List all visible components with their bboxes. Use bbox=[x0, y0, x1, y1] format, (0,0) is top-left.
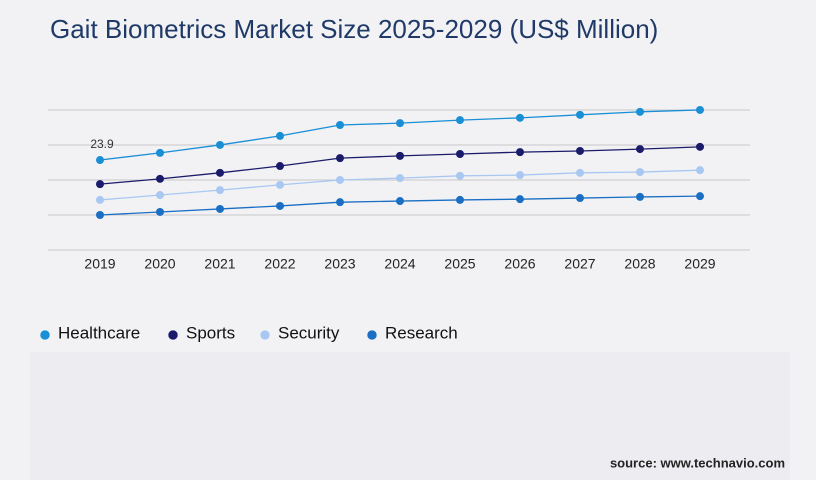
legend-marker bbox=[366, 329, 378, 341]
data-point bbox=[336, 154, 344, 163]
x-tick-label: 2022 bbox=[264, 256, 295, 272]
data-point bbox=[336, 121, 344, 130]
chart-title: Gait Biometrics Market Size 2025-2029 (U… bbox=[50, 14, 658, 44]
data-point bbox=[456, 116, 464, 125]
data-point bbox=[456, 171, 464, 180]
legend-marker bbox=[39, 329, 51, 341]
data-label: 23.9 bbox=[90, 137, 114, 151]
x-tick-label: 2021 bbox=[204, 256, 235, 272]
data-point bbox=[336, 198, 344, 207]
legend-marker bbox=[259, 329, 271, 341]
data-point bbox=[396, 151, 404, 160]
x-tick-label: 2027 bbox=[564, 256, 595, 272]
data-point bbox=[156, 148, 164, 157]
footer-panel bbox=[30, 352, 790, 480]
data-point bbox=[156, 174, 164, 183]
legend-label: Healthcare bbox=[58, 323, 140, 342]
data-point bbox=[276, 162, 284, 171]
x-tick-label: 2020 bbox=[144, 256, 175, 272]
source: source: www.technavio.com bbox=[610, 455, 785, 470]
data-point bbox=[216, 186, 224, 195]
legend-label: Security bbox=[278, 323, 340, 342]
x-tick-label: 2026 bbox=[504, 256, 535, 272]
data-point bbox=[636, 107, 644, 116]
data-point bbox=[516, 148, 524, 157]
data-point bbox=[516, 171, 524, 180]
legend-label: Sports bbox=[186, 323, 235, 342]
data-point bbox=[216, 168, 224, 177]
data-point bbox=[696, 142, 704, 151]
data-point bbox=[276, 180, 284, 189]
data-point bbox=[216, 140, 224, 149]
legend-label: Research bbox=[385, 323, 458, 342]
data-point bbox=[276, 201, 284, 210]
data-point bbox=[396, 197, 404, 206]
data-point bbox=[696, 105, 704, 114]
data-point bbox=[576, 168, 584, 177]
data-point bbox=[96, 180, 104, 189]
data-point bbox=[276, 131, 284, 140]
data-point bbox=[516, 113, 524, 122]
legend-marker bbox=[167, 329, 179, 341]
data-point bbox=[96, 195, 104, 204]
x-tick-label: 2025 bbox=[444, 256, 475, 272]
x-tick-label: 2023 bbox=[324, 256, 355, 272]
data-point bbox=[696, 192, 704, 201]
data-point bbox=[156, 207, 164, 216]
data-point bbox=[696, 166, 704, 175]
x-tick-label: 2024 bbox=[384, 256, 415, 272]
x-tick-label: 2019 bbox=[84, 256, 115, 272]
data-point bbox=[456, 149, 464, 158]
data-point bbox=[576, 110, 584, 119]
x-tick-label: 2028 bbox=[624, 256, 655, 272]
data-point bbox=[216, 204, 224, 213]
data-point bbox=[576, 146, 584, 155]
x-tick-label: 2029 bbox=[684, 256, 715, 272]
data-point bbox=[516, 195, 524, 204]
data-point bbox=[336, 175, 344, 184]
data-point bbox=[156, 191, 164, 200]
data-point bbox=[456, 195, 464, 204]
data-point bbox=[636, 145, 644, 154]
data-point bbox=[396, 174, 404, 183]
data-point bbox=[636, 192, 644, 201]
data-point bbox=[636, 168, 644, 177]
data-point bbox=[96, 210, 104, 219]
data-point bbox=[396, 119, 404, 128]
data-point bbox=[576, 194, 584, 203]
data-point bbox=[96, 156, 104, 165]
